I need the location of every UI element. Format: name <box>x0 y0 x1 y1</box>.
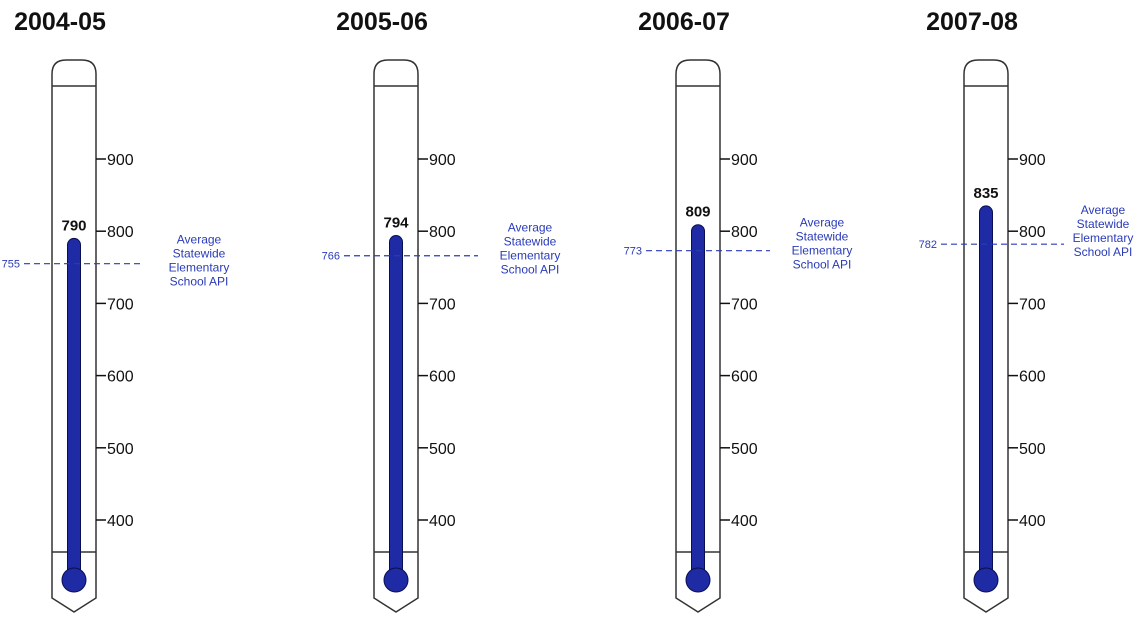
mercury-bulb <box>973 567 999 593</box>
thermometer-panel: 2005-06 400 500 600 700 800 900 794 766 Average St… <box>322 8 561 613</box>
statewide-average-annotation: Average Statewide Elementary School API <box>792 216 853 272</box>
y-tick-label: 400 <box>1019 513 1046 530</box>
mercury-bar <box>389 235 403 581</box>
y-tick-label: 800 <box>1019 224 1046 241</box>
annotation-line: Statewide <box>173 247 226 261</box>
annotation-line: Average <box>177 233 222 247</box>
bar-value-label: 835 <box>973 185 998 202</box>
y-tick-label: 500 <box>429 441 456 458</box>
y-tick-label: 900 <box>731 152 758 169</box>
annotation-line: Elementary <box>500 249 561 263</box>
thermometer-panel: 2004-05 400 500 600 700 800 900 790 755 Average St… <box>2 8 230 613</box>
annotation-line: School API <box>1074 245 1133 259</box>
y-tick-label: 700 <box>731 296 758 313</box>
statewide-average-value: 766 <box>322 251 340 263</box>
y-tick-label: 500 <box>107 441 134 458</box>
y-tick-label: 600 <box>1019 369 1046 386</box>
mercury-bulb <box>61 567 87 593</box>
statewide-average-value: 773 <box>624 246 642 258</box>
mercury-bulb <box>383 567 409 593</box>
statewide-average-value: 755 <box>2 259 20 271</box>
y-tick-label: 700 <box>107 296 134 313</box>
mercury-bulb <box>685 567 711 593</box>
annotation-line: Statewide <box>504 235 557 249</box>
statewide-average-annotation: Average Statewide Elementary School API <box>500 221 561 277</box>
y-tick-label: 600 <box>429 369 456 386</box>
panel-year-title: 2007-08 <box>926 8 1018 36</box>
panel-year-title: 2004-05 <box>14 8 106 36</box>
annotation-line: Average <box>508 221 553 235</box>
annotation-line: Statewide <box>796 230 849 244</box>
bar-value-label: 790 <box>61 217 86 234</box>
statewide-average-value: 782 <box>919 239 937 251</box>
annotation-line: School API <box>501 263 560 277</box>
statewide-average-annotation: Average Statewide Elementary School API <box>169 233 230 289</box>
thermometer-panel: 2007-08 400 500 600 700 800 900 835 782 Average St… <box>919 8 1134 613</box>
y-tick-label: 700 <box>1019 296 1046 313</box>
mercury-bar <box>691 224 705 581</box>
annotation-line: Average <box>1081 203 1126 217</box>
annotation-line: School API <box>170 275 229 289</box>
annotation-line: Elementary <box>169 261 230 275</box>
y-tick-label: 800 <box>429 224 456 241</box>
thermometer-panel: 2006-07 400 500 600 700 800 900 809 773 Average St… <box>624 8 853 613</box>
annotation-line: Statewide <box>1077 217 1130 231</box>
y-tick-label: 900 <box>429 152 456 169</box>
annotation-line: Elementary <box>1073 231 1134 245</box>
mercury-bar <box>979 205 993 581</box>
annotation-line: Average <box>800 216 845 230</box>
y-tick-label: 800 <box>107 224 134 241</box>
statewide-average-annotation: Average Statewide Elementary School API <box>1073 203 1134 259</box>
y-tick-label: 600 <box>107 369 134 386</box>
y-tick-label: 400 <box>731 513 758 530</box>
y-tick-label: 400 <box>107 513 134 530</box>
y-tick-label: 400 <box>429 513 456 530</box>
y-tick-label: 700 <box>429 296 456 313</box>
y-tick-label: 900 <box>1019 152 1046 169</box>
y-tick-label: 900 <box>107 152 134 169</box>
y-tick-label: 500 <box>731 441 758 458</box>
y-tick-label: 500 <box>1019 441 1046 458</box>
panel-year-title: 2005-06 <box>336 8 428 36</box>
annotation-line: School API <box>793 258 852 272</box>
y-tick-label: 600 <box>731 369 758 386</box>
bar-value-label: 794 <box>383 215 409 232</box>
mercury-bar <box>67 237 81 581</box>
bar-value-label: 809 <box>685 204 710 221</box>
annotation-line: Elementary <box>792 244 853 258</box>
y-tick-label: 800 <box>731 224 758 241</box>
panel-year-title: 2006-07 <box>638 8 730 36</box>
